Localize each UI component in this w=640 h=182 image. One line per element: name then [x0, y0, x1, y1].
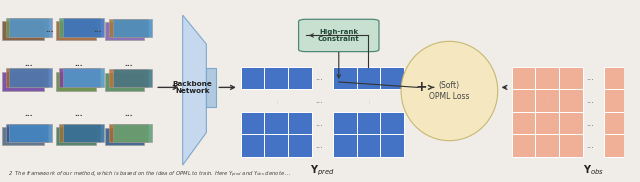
Text: ...: ...	[316, 141, 323, 150]
Bar	[356, 134, 380, 157]
Bar	[536, 134, 559, 157]
Text: Backbone
Network: Backbone Network	[173, 81, 212, 94]
Text: ...: ...	[637, 97, 640, 104]
Text: ...: ...	[365, 97, 371, 104]
Text: ...: ...	[586, 141, 594, 150]
Text: ...: ...	[586, 96, 594, 105]
Text: $\mathbf{Y}_{obs}$: $\mathbf{Y}_{obs}$	[583, 164, 604, 177]
Bar	[109, 124, 148, 142]
Text: ...: ...	[124, 58, 132, 68]
Bar	[63, 18, 104, 37]
Text: ...: ...	[45, 25, 54, 34]
Bar	[241, 67, 264, 89]
Text: +: +	[415, 80, 427, 94]
Bar	[356, 67, 380, 89]
Bar	[106, 22, 144, 40]
Bar	[2, 72, 44, 91]
Bar	[559, 67, 583, 89]
Bar	[109, 19, 148, 37]
Bar	[56, 72, 96, 91]
Bar	[106, 128, 144, 145]
Bar	[512, 67, 536, 89]
Bar	[512, 89, 536, 112]
Bar	[60, 18, 100, 37]
Bar	[288, 67, 312, 89]
Bar	[2, 21, 44, 40]
Bar	[604, 89, 628, 112]
FancyBboxPatch shape	[299, 19, 379, 52]
Bar	[559, 134, 583, 157]
Bar	[63, 124, 104, 142]
Text: ...: ...	[24, 109, 33, 118]
Bar	[113, 124, 152, 142]
Bar	[559, 89, 583, 112]
Bar	[106, 73, 144, 91]
Text: ...: ...	[316, 73, 323, 82]
Text: ...: ...	[273, 97, 279, 104]
Bar	[241, 112, 264, 134]
Bar	[333, 112, 356, 134]
Bar	[604, 134, 628, 157]
Bar	[6, 68, 48, 87]
Text: (Soft)
OPML Loss: (Soft) OPML Loss	[429, 81, 470, 101]
Bar	[333, 67, 356, 89]
Bar	[628, 134, 640, 157]
Bar	[628, 67, 640, 89]
Bar	[6, 18, 48, 37]
Bar	[333, 134, 356, 157]
Text: ...: ...	[586, 73, 594, 82]
Bar	[512, 134, 536, 157]
Bar	[2, 127, 44, 145]
Text: ...: ...	[74, 58, 83, 68]
Bar	[206, 68, 216, 107]
Bar	[264, 134, 288, 157]
Text: ...: ...	[93, 25, 102, 34]
Bar	[10, 68, 52, 87]
Bar	[10, 124, 52, 142]
Bar	[264, 112, 288, 134]
Text: ...: ...	[586, 118, 594, 128]
Bar	[10, 18, 52, 37]
Bar	[63, 68, 104, 87]
Bar	[512, 112, 536, 134]
Bar	[628, 112, 640, 134]
Text: ...: ...	[74, 109, 83, 118]
Bar	[241, 134, 264, 157]
Bar	[113, 69, 152, 87]
Bar	[536, 112, 559, 134]
Bar	[380, 134, 404, 157]
Bar	[628, 89, 640, 112]
Bar	[380, 112, 404, 134]
Text: 2  The framework of our method, which is based on the idea of OPML to train. Her: 2 The framework of our method, which is …	[8, 170, 291, 180]
Bar	[604, 112, 628, 134]
Bar	[60, 68, 100, 87]
Bar	[264, 67, 288, 89]
Bar	[113, 19, 152, 37]
Bar	[288, 112, 312, 134]
Bar	[56, 21, 96, 40]
Bar	[536, 67, 559, 89]
Text: ...: ...	[124, 109, 132, 118]
Text: High-rank
Constraint: High-rank Constraint	[318, 29, 360, 42]
Bar	[380, 67, 404, 89]
Bar	[559, 112, 583, 134]
Bar	[6, 124, 48, 142]
Bar	[288, 134, 312, 157]
Text: ...: ...	[544, 97, 550, 104]
Bar	[56, 127, 96, 145]
Bar	[604, 67, 628, 89]
Bar	[109, 69, 148, 87]
Text: $\mathbf{Y}_{pred}$: $\mathbf{Y}_{pred}$	[310, 163, 335, 178]
Bar	[60, 124, 100, 142]
Text: ...: ...	[24, 58, 33, 68]
Bar	[536, 89, 559, 112]
Text: ...: ...	[316, 118, 323, 128]
Bar	[356, 112, 380, 134]
Ellipse shape	[401, 41, 498, 141]
Polygon shape	[182, 15, 206, 165]
Text: ...: ...	[316, 96, 323, 105]
